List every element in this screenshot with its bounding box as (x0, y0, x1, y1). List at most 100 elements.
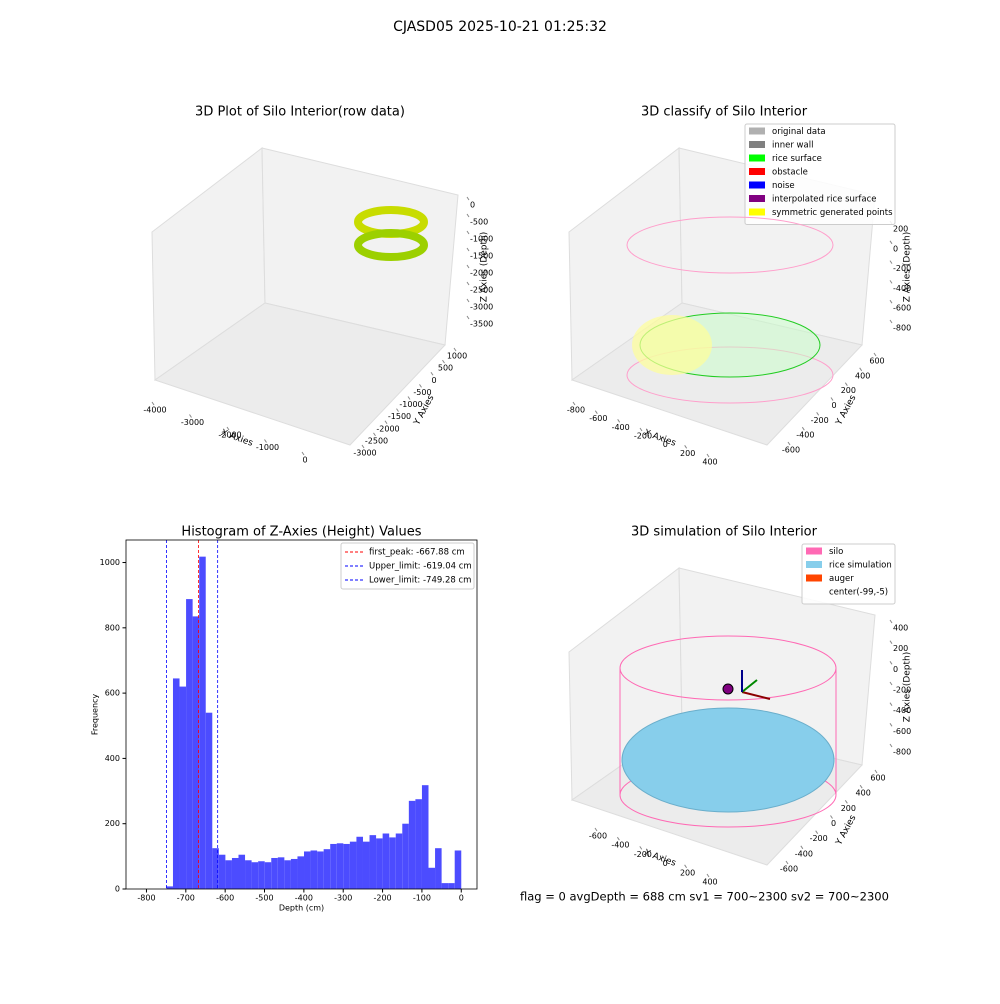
bar (415, 799, 422, 889)
tick-mark (801, 426, 805, 431)
tick-mark (889, 260, 893, 264)
bar (238, 854, 246, 889)
bar (166, 886, 173, 889)
tick-mark (706, 453, 710, 458)
tick-mark (889, 299, 893, 304)
x-tick-label: 0 (459, 894, 464, 903)
rice-surface (621, 707, 835, 813)
bar (231, 857, 239, 889)
legend-box (744, 123, 896, 225)
tick-mark (889, 661, 893, 665)
y-tick-label: 200 (841, 804, 856, 813)
tick-mark (466, 315, 470, 320)
z-tick-label: -800 (893, 324, 911, 333)
legend-label: interpolated rice surface (772, 195, 877, 205)
x-tick-label: -1000 (256, 443, 279, 452)
legend-label: noise (772, 181, 795, 191)
bar (258, 861, 265, 889)
tick-mark (616, 836, 620, 841)
z-tick-label: -3500 (470, 320, 493, 329)
tick-mark (466, 196, 470, 201)
legend-label: original data (772, 127, 826, 137)
bar (218, 854, 226, 889)
axes-frame (125, 539, 478, 890)
decorations (354, 206, 837, 828)
x-tick-label: -800 (567, 406, 585, 415)
y-tick-label: -400 (795, 849, 813, 858)
bar (402, 823, 409, 889)
z-tick-label: -400 (893, 706, 911, 715)
x-tick-label: -600 (589, 832, 607, 841)
z-axis-label: Z Axies (Depth) (903, 652, 913, 723)
tick-mark (264, 439, 267, 443)
center-marker (722, 683, 734, 695)
tick-mark (407, 396, 411, 400)
bar (454, 850, 462, 889)
tick-mark (859, 367, 863, 372)
bar (290, 858, 298, 889)
y-tick-label: -600 (780, 865, 798, 874)
y-tick-label: 600 (869, 357, 884, 366)
z-tick-label: 0 (893, 665, 898, 674)
bar (330, 843, 337, 889)
tick-mark (466, 230, 470, 235)
panel-title: 3D simulation of Silo Interior (631, 525, 818, 540)
z-tick-label: 0 (893, 244, 898, 253)
z-tick-label: -2500 (470, 286, 493, 295)
x-tick-label: -2000 (218, 431, 241, 440)
z-axis-label: Z Axies (Depth) (903, 232, 913, 303)
bar (428, 867, 436, 889)
tick-mark (661, 855, 665, 859)
tick-mark (787, 441, 791, 446)
x-tick-label: -600 (589, 414, 607, 423)
x-tick-label: -500 (255, 894, 273, 903)
tick-mark (844, 800, 848, 804)
tick-mark (361, 444, 365, 449)
y-tick-label: 200 (105, 819, 120, 828)
tick-mark (639, 427, 643, 432)
y-tick-label: 600 (105, 689, 120, 698)
bar (304, 851, 311, 889)
y-tick-label: -200 (811, 416, 829, 425)
bar (362, 841, 370, 889)
bar (336, 843, 344, 889)
y-tick-label: -1000 (399, 400, 422, 409)
tick-mark (889, 681, 893, 686)
legend-box (801, 543, 896, 605)
y-tick-label: 800 (105, 623, 120, 632)
x-tick-label: 0 (302, 456, 307, 465)
y-tick-label: 600 (870, 774, 885, 783)
bar (225, 860, 232, 889)
tick-mark (889, 319, 893, 324)
bar (284, 860, 291, 889)
symmetric-shape (632, 315, 712, 375)
bar (297, 856, 305, 889)
tick-mark (889, 723, 893, 727)
bar (264, 862, 272, 889)
x-tick-label: 200 (680, 449, 695, 458)
z-tick-label: -400 (893, 284, 911, 293)
y-tick-label: 400 (105, 754, 120, 763)
y-tick-label: 0 (115, 885, 120, 894)
y-tick-label: -200 (810, 834, 828, 843)
tick-mark (301, 451, 305, 456)
z-tick-label: -2000 (470, 269, 493, 278)
legend-label: silo (829, 547, 843, 557)
bar (356, 836, 363, 889)
legend-label: auger (829, 574, 854, 584)
x-axis-label: Depth (cm) (279, 904, 324, 913)
tick-mark (844, 382, 848, 386)
legend-label: inner wall (772, 141, 813, 151)
bar (395, 833, 403, 889)
z-tick-label: -500 (470, 218, 488, 227)
x-tick-label: -400 (612, 423, 630, 432)
y-tick-label: 1000 (100, 558, 120, 567)
y-tick-label: -500 (413, 388, 431, 397)
legend-swatch (749, 127, 765, 135)
tick-mark (226, 426, 230, 431)
legend-swatch (749, 141, 765, 148)
x-tick-label: -100 (413, 894, 431, 903)
tick-mark (889, 743, 893, 748)
y-tick-label: 200 (841, 386, 856, 395)
bar (172, 678, 180, 889)
